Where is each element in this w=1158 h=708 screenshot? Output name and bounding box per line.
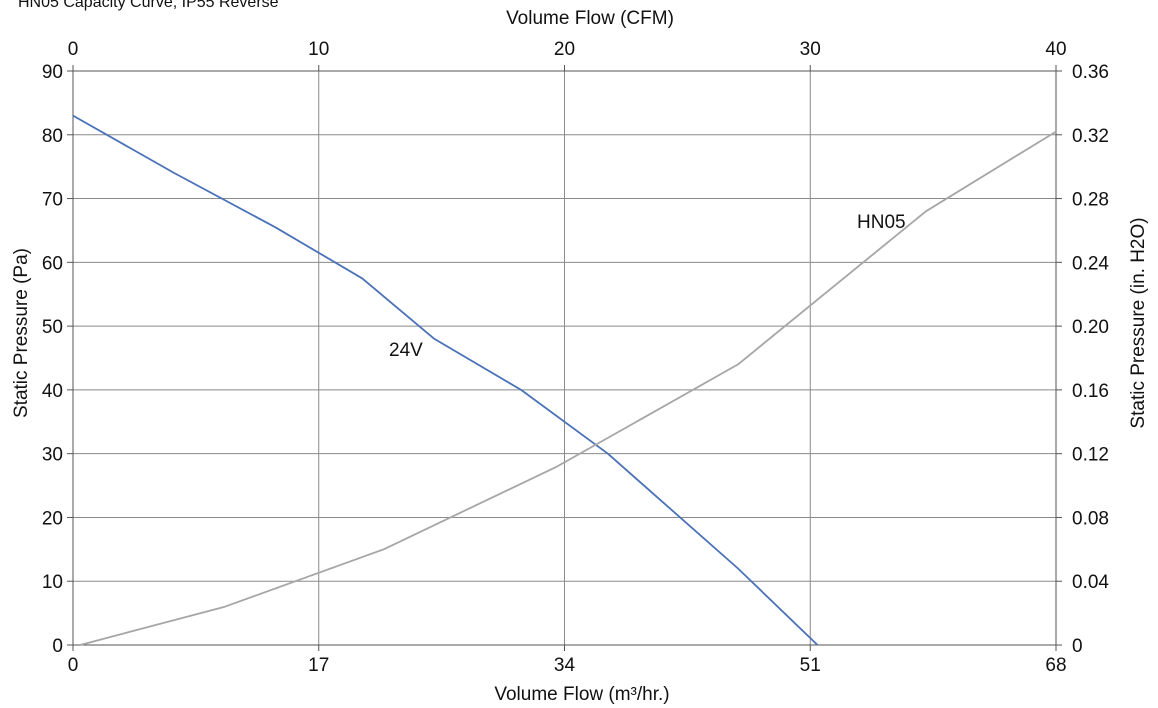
series-line-24v	[72, 114, 819, 646]
y-tick-label-left: 80	[42, 126, 63, 147]
series-lines	[72, 114, 1057, 646]
x-tick-label-bottom: 51	[800, 655, 821, 676]
x-tick-label-bottom: 0	[68, 655, 79, 676]
y-axis-title-right: Static Pressure (in. H2O)	[1128, 217, 1149, 428]
y-tick-label-right: 0.16	[1072, 381, 1109, 402]
y-tick-label-right: 0.20	[1072, 317, 1109, 338]
x-tick-label-top: 0	[68, 39, 79, 60]
plot-frame	[72, 70, 1057, 646]
y-tick-label-left: 70	[42, 190, 63, 211]
series-line-hn05	[79, 130, 1057, 646]
y-tick-label-right: 0.36	[1072, 62, 1109, 83]
x-axis-title-top: Volume Flow (CFM)	[506, 8, 674, 29]
grid-lines	[67, 65, 1062, 651]
y-tick-label-right: 0.32	[1072, 126, 1109, 147]
y-tick-label-left: 0	[52, 636, 63, 657]
y-tick-label-left: 50	[42, 317, 63, 338]
y-tick-label-right: 0.08	[1072, 508, 1109, 529]
y-tick-label-right: 0	[1072, 636, 1083, 657]
y-tick-label-right: 0.12	[1072, 445, 1109, 466]
x-tick-label-top: 20	[554, 39, 575, 60]
x-tick-label-top: 10	[308, 39, 329, 60]
x-tick-label-top: 40	[1045, 39, 1066, 60]
x-axis-title-bottom: Volume Flow (m³/hr.)	[494, 684, 669, 705]
x-tick-label-bottom: 34	[554, 655, 576, 676]
y-tick-label-left: 30	[42, 445, 63, 466]
y-tick-label-left: 90	[42, 62, 63, 83]
x-tick-label-top: 30	[800, 39, 821, 60]
y-tick-label-left: 40	[42, 381, 63, 402]
y-axis-title-left: Static Pressure (Pa)	[11, 248, 32, 418]
y-tick-label-right: 0.28	[1072, 190, 1109, 211]
series-label-24v: 24V	[389, 340, 423, 361]
y-tick-label-left: 20	[42, 508, 63, 529]
x-tick-label-bottom: 68	[1045, 655, 1066, 676]
chart-title: HN05 Capacity Curve, IP55 Reverse	[18, 0, 279, 11]
y-tick-label-left: 10	[42, 572, 63, 593]
x-tick-label-bottom: 17	[308, 655, 329, 676]
y-tick-label-right: 0.24	[1072, 253, 1109, 274]
series-label-hn05: HN05	[857, 212, 906, 233]
y-tick-label-left: 60	[42, 253, 63, 274]
y-tick-label-right: 0.04	[1072, 572, 1109, 593]
